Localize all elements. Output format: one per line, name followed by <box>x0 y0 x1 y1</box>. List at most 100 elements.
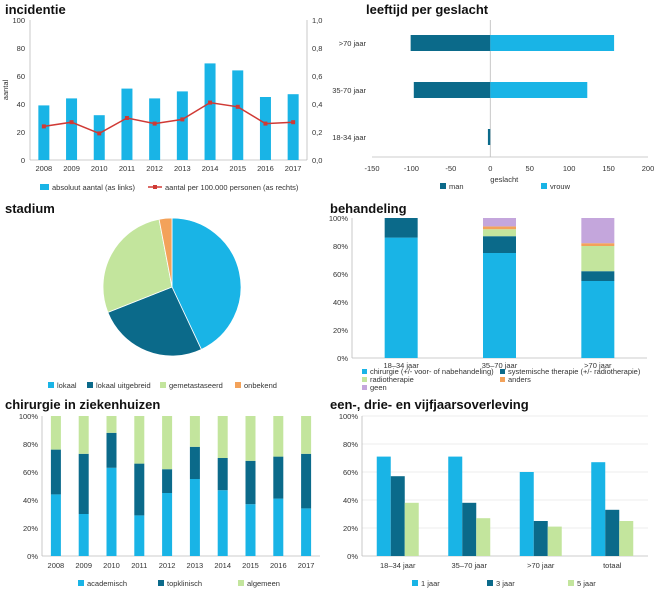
legend-label: 5 jaar <box>577 579 596 588</box>
legend-label: algemeen <box>247 579 280 588</box>
line-point <box>41 124 46 129</box>
line-point <box>235 104 240 109</box>
grouped-bar <box>547 526 562 556</box>
chart-title: chirurgie in ziekenhuizen <box>5 397 160 412</box>
x-tick-label: 2009 <box>75 561 92 570</box>
pie-slice <box>107 286 202 357</box>
grouped-bar <box>376 456 391 556</box>
stacked-bar-segment <box>217 490 228 556</box>
legend-swatch <box>235 382 241 388</box>
bar-man <box>413 82 491 98</box>
legend-swatch <box>40 184 49 190</box>
legend-swatch <box>158 580 164 586</box>
stacked-bar-segment <box>134 515 145 556</box>
x-tick-label: 2012 <box>146 164 163 173</box>
x-tick-label: 2011 <box>131 561 147 570</box>
x-tick-label: >70 jaar <box>584 361 612 370</box>
legend-swatch <box>362 369 367 374</box>
x-tick-label: totaal <box>603 561 622 570</box>
stacked-bar-segment <box>273 456 284 499</box>
stacked-bar-segment <box>217 416 228 458</box>
stacked-bar-segment <box>273 416 284 457</box>
bar-absoluut <box>38 105 50 160</box>
legend-swatch <box>362 377 367 382</box>
behandeling-chart: behandeling 0% 20% 40% 60% 80% 100% 18–34 jaar 3… <box>329 201 647 392</box>
y-tick-label: 40% <box>343 496 358 505</box>
x-tick-label: 150 <box>602 164 615 173</box>
stacked-bar-segment <box>384 218 418 238</box>
stacked-bar-segment <box>301 453 312 509</box>
stacked-bar-segment <box>106 432 117 468</box>
line-point <box>291 120 296 125</box>
stacked-bar-segment <box>189 416 200 447</box>
legend-swatch <box>238 580 244 586</box>
line-point <box>180 117 185 122</box>
y-tick-label: 40 <box>17 100 25 109</box>
x-tick-label: 200 <box>642 164 655 173</box>
x-tick-label: 2013 <box>174 164 191 173</box>
bar-absoluut <box>287 94 299 160</box>
x-tick-label: 35–70 jaar <box>452 561 488 570</box>
grouped-bar <box>462 502 477 556</box>
x-tick-label: 18–34 jaar <box>380 561 416 570</box>
chart-title: leeftijd per geslacht <box>366 2 489 17</box>
grouped-bar <box>591 462 606 556</box>
x-tick-label: 2015 <box>242 561 259 570</box>
y-tick-label: 0 <box>21 156 25 165</box>
chart-title: behandeling <box>330 201 407 216</box>
stacked-bar-segment <box>134 463 145 516</box>
stacked-bar-segment <box>273 498 284 556</box>
line-point <box>263 121 268 126</box>
x-tick-label: 2016 <box>257 164 274 173</box>
y-tick-label: 20% <box>333 326 348 335</box>
x-tick-label: 2009 <box>63 164 80 173</box>
stacked-bar-segment <box>50 494 61 556</box>
y-tick-label: 80% <box>23 440 38 449</box>
stacked-bar-segment <box>78 453 89 514</box>
x-tick-label: 2008 <box>48 561 65 570</box>
legend-label: lokaal uitgebreid <box>96 381 151 390</box>
legend-label: topklinisch <box>167 579 202 588</box>
legend-label: vrouw <box>550 182 571 191</box>
y-tick-label: 35-70 jaar <box>332 86 366 95</box>
legend-label: academisch <box>87 579 127 588</box>
grouped-bar <box>404 502 419 556</box>
y-tick-label: 20% <box>343 524 358 533</box>
legend-swatch <box>500 377 505 382</box>
incidentie-chart: incidentie aantal 0 0,0 20 0,2 40 0,4 60 0,6 80 0,8… <box>1 2 322 192</box>
bar-man <box>410 35 491 51</box>
stacked-bar-segment <box>581 243 615 246</box>
x-tick-label: 2016 <box>270 561 287 570</box>
stacked-bar-segment <box>245 416 256 461</box>
y-tick-label: 60% <box>343 468 358 477</box>
stacked-bar-segment <box>483 226 516 230</box>
bar-man <box>487 129 491 145</box>
bar-absoluut <box>176 91 188 160</box>
y-tick-label: 20% <box>23 524 38 533</box>
y-axis-label: aantal <box>1 79 10 100</box>
bar-absoluut <box>204 63 216 160</box>
y-tick-label: 100% <box>19 412 39 421</box>
grouped-bar <box>390 476 405 556</box>
stacked-bar-segment <box>581 281 615 358</box>
y-tick-label: 0% <box>347 552 358 561</box>
x-tick-label: 2012 <box>159 561 176 570</box>
stacked-bar-segment <box>217 458 228 491</box>
bar-absoluut <box>121 88 133 160</box>
x-tick-label: 2017 <box>298 561 315 570</box>
y-tick-label: 80% <box>333 242 348 251</box>
stacked-bar-segment <box>483 218 516 227</box>
pie-slice <box>158 217 173 288</box>
x-tick-label: 2017 <box>285 164 302 173</box>
y-tick-label: 100% <box>329 214 349 223</box>
line-per-100000 <box>43 101 294 135</box>
legend-swatch <box>412 580 418 586</box>
bar-absoluut <box>232 70 244 160</box>
grouped-bar <box>605 509 620 556</box>
y-tick-label: 0% <box>27 552 38 561</box>
line-point <box>152 121 157 126</box>
bar-absoluut <box>259 97 271 160</box>
bar-absoluut <box>93 115 105 160</box>
legend-label: 1 jaar <box>421 579 440 588</box>
